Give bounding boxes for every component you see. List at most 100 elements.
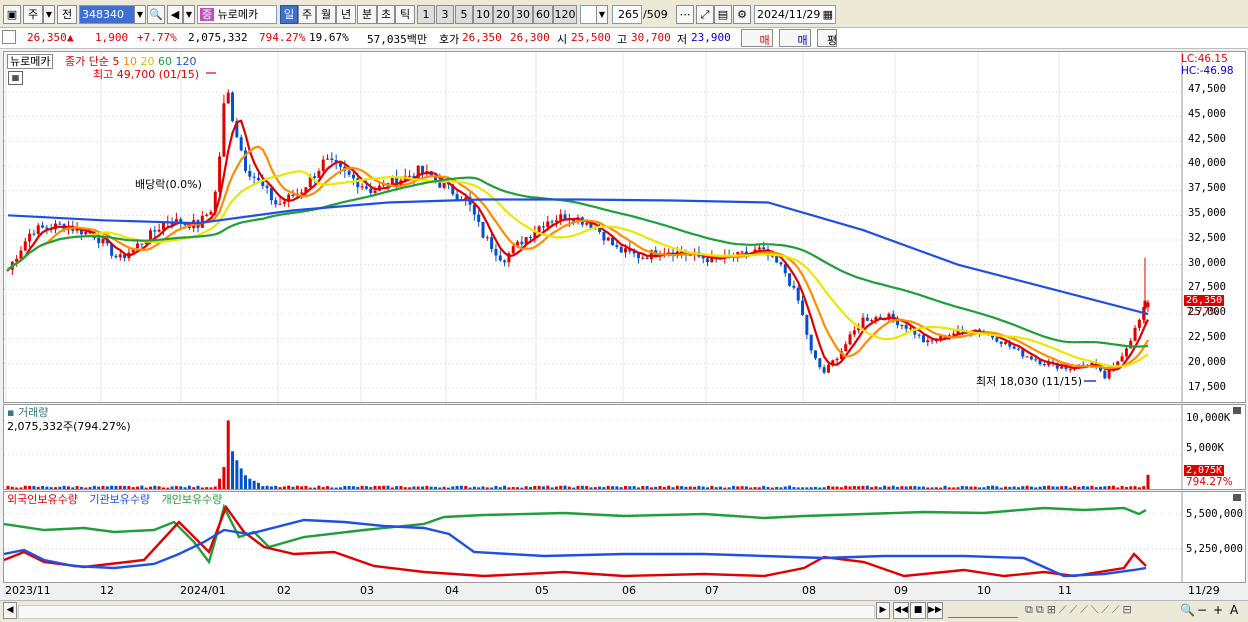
zoom-slider[interactable] [948,605,1018,618]
market-dropdown-icon[interactable]: ▼ [43,5,55,24]
market-select[interactable]: 주 [23,5,43,24]
volume-bar [887,486,891,489]
interval-60-label: 60 [536,8,550,21]
volume-bar [883,485,887,489]
volume-bar [567,486,571,489]
holder-close-icon[interactable] [1233,494,1241,501]
drawing-tools[interactable]: ⧉⧉⊞⟋⟋⟋⟍⟋⟋⊟ [1025,603,1135,616]
candle-body [481,221,485,238]
price-change: 1,900 [95,31,129,44]
volume-bar [550,487,554,489]
volume-bar [1094,487,1098,489]
sell-button[interactable]: 매도 [779,29,811,63]
interval-60-button[interactable]: 60 [533,5,553,24]
volume-bar [1111,485,1115,489]
volume-bar [200,487,204,489]
chart-settings-icon[interactable]: ▦ [8,71,23,85]
eval-label: 평 [827,34,838,47]
period-month-tab[interactable]: 월 [316,5,336,24]
volume-bar [339,487,342,489]
font-size-icon[interactable]: A [1230,603,1239,617]
play-icon[interactable]: ▶▶ [927,602,943,619]
interval-10-button[interactable]: 10 [473,5,493,24]
volume-pane[interactable] [3,404,1246,490]
candle-body [1146,302,1150,308]
period-year-tab[interactable]: 년 [336,5,356,24]
count-input[interactable]: 265 [612,5,642,24]
volume-bar [71,487,75,489]
date-input[interactable]: 2024/11/29 ▦ [754,5,836,24]
interval-5-button[interactable]: 5 [455,5,473,24]
zoom-icon[interactable]: 🔍 [1180,603,1195,617]
candle-body [485,237,489,239]
interval-1-button[interactable]: 1 [417,5,435,24]
price-chart-pane[interactable] [3,51,1246,403]
volume-bar [667,485,671,489]
price-tick-label: 20,000 [1188,355,1226,368]
volume-bar [390,487,394,489]
interval-3-button[interactable]: 3 [436,5,454,24]
candle-body [533,232,537,238]
volume-bar [6,485,10,489]
holder-pane[interactable] [3,491,1246,583]
volume-bar [757,487,761,489]
period-minute-tab[interactable]: 분 [357,5,377,24]
volume-bar [1004,486,1007,489]
volume-bar [226,420,230,489]
crosshair-icon[interactable]: ⤢ [696,5,714,24]
rewind-icon[interactable]: ◀◀ [893,602,909,619]
candle-body [291,194,295,197]
horizontal-scrollbar[interactable] [18,605,875,619]
candle-body [619,246,623,253]
holder-chart-svg[interactable] [4,492,1245,582]
chain-icon[interactable]: ⋯ [676,5,694,24]
calendar-icon[interactable]: ▦ [822,8,833,21]
stop-icon[interactable]: ■ [910,602,926,619]
interval-20-button[interactable]: 20 [493,5,513,24]
custom-interval-dropdown-icon[interactable]: ▼ [596,5,608,24]
eval-button[interactable]: 평 [817,29,837,47]
volume-bar [649,487,653,489]
volume-bar [308,487,312,489]
speaker-dropdown-icon[interactable]: ▼ [183,5,195,24]
price-info-bar: 26,350 ▲ 1,900 +7.77% 2,075,332 794.27% … [0,28,1248,63]
scroll-left-icon[interactable]: ◀ [3,602,17,619]
vol-last-tag: 2,075K [1184,465,1225,476]
info-toggle-icon[interactable] [2,30,16,44]
period-week-tab[interactable]: 주 [298,5,316,24]
interval-30-button[interactable]: 30 [513,5,533,24]
code-dropdown-icon[interactable]: ▼ [134,5,146,24]
candle-body [79,227,83,235]
period-second-tab[interactable]: 초 [377,5,395,24]
volume-bar [248,478,252,489]
buy-button[interactable]: 매수 [741,29,773,63]
candle-body [321,159,325,171]
zoom-in-icon[interactable]: + [1213,603,1224,617]
candle-body [136,243,140,249]
stock-code-input[interactable]: 348340 [79,5,135,24]
save-icon[interactable]: ▤ [714,5,732,24]
volume-bar [740,486,744,489]
stock-name-field[interactable]: 증 뉴로메카 [197,5,277,24]
volume-close-icon[interactable] [1233,407,1241,414]
layout-icon[interactable]: ▣ [3,5,21,24]
x-tick-label: 08 [802,584,816,597]
period-tick-tab[interactable]: 틱 [395,5,415,24]
interval-120-button[interactable]: 120 [553,5,577,24]
price-chart-svg[interactable] [4,52,1245,402]
candle-body [870,320,874,322]
candle-body [503,260,507,263]
search-icon[interactable]: 🔍 [147,5,165,24]
scroll-right-icon[interactable]: ▶ [876,602,890,619]
zoom-out-icon[interactable]: − [1197,603,1208,617]
gear-icon[interactable]: ⚙ [733,5,751,24]
volume-bar [429,486,433,489]
volume-bar [235,460,239,489]
volume-bar [615,486,619,489]
volume-bar [261,486,265,489]
prev-button[interactable]: 전 [57,5,77,24]
speaker-icon[interactable]: ◀ [167,5,183,24]
candle-body [1120,356,1124,362]
volume-chart-svg[interactable] [4,405,1245,489]
period-day-tab[interactable]: 일 [280,5,298,24]
